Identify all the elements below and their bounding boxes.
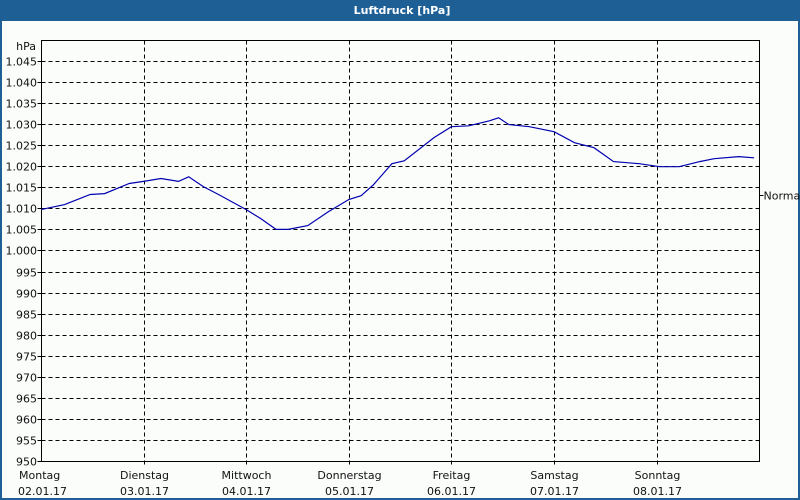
y-tick-label: 1.040 (6, 77, 38, 90)
x-tick-date-label: 02.01.17 (18, 485, 67, 498)
x-tick-date-label: 08.01.17 (633, 485, 682, 498)
y-tick-label: 955 (16, 435, 37, 448)
y-tick-label: 950 (16, 456, 37, 469)
y-tick-label: 985 (16, 309, 37, 322)
x-axis: Montag 02.01.17 Dienstag 03.01.17 Mittwoch 04… (18, 469, 682, 498)
y-axis-unit-label: hPa (16, 40, 36, 53)
y-tick-label: 990 (16, 288, 37, 301)
x-tick-date-label: 06.01.17 (427, 485, 476, 498)
x-tick-day-label: Donnerstag (317, 469, 381, 482)
chart-grid (41, 40, 760, 466)
y-tick-label: 1.015 (6, 182, 38, 195)
y-tick-label: 975 (16, 351, 37, 364)
y-tick-label: 995 (16, 267, 37, 280)
y-tick-label: 970 (16, 372, 37, 385)
x-tick-date-label: 04.01.17 (222, 485, 271, 498)
x-tick-date-label: 05.01.17 (325, 485, 374, 498)
x-tick-day-label: Mittwoch (222, 469, 272, 482)
y-tick-label: 965 (16, 393, 37, 406)
pressure-series-line (40, 117, 755, 230)
window-title: Luftdruck [hPa] (2, 0, 800, 21)
y-tick-label: 1.030 (6, 119, 38, 132)
x-tick-date-label: 07.01.17 (530, 485, 579, 498)
y-axis: hPa 1.045 1.040 1.035 1.030 1.025 1.020 1.015 1.… (6, 40, 42, 469)
y-tick-label: 960 (16, 414, 37, 427)
normal-label: Normal (764, 190, 800, 203)
x-tick-day-label: Montag (19, 469, 60, 482)
x-tick-day-label: Sonntag (635, 469, 681, 482)
y-tick-label: 1.010 (6, 203, 38, 216)
plot-area-frame (41, 40, 760, 462)
y-tick-label: 1.045 (6, 56, 38, 69)
x-tick-day-label: Freitag (433, 469, 471, 482)
y-tick-label: 1.035 (6, 98, 38, 111)
normal-reference-marker: Normal (759, 190, 800, 203)
y-tick-label: 1.000 (6, 245, 38, 258)
y-tick-label: 1.025 (6, 140, 38, 153)
y-tick-label: 1.020 (6, 161, 38, 174)
x-tick-date-label: 03.01.17 (120, 485, 169, 498)
x-tick-day-label: Samstag (530, 469, 578, 482)
y-tick-label: 980 (16, 330, 37, 343)
y-tick-label: 1.005 (6, 224, 38, 237)
x-tick-day-label: Dienstag (120, 469, 169, 482)
